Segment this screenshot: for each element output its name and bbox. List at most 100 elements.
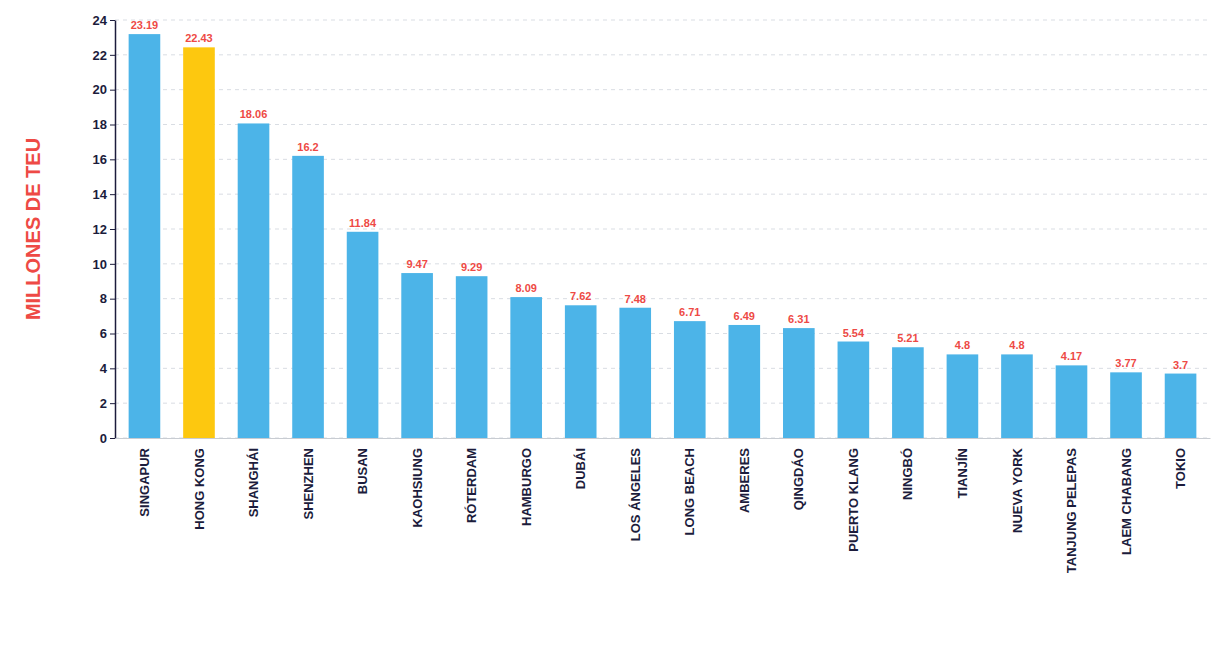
data-label: 5.21 <box>897 332 918 344</box>
x-tick-label: AMBERES <box>737 448 752 513</box>
data-label: 23.19 <box>131 19 159 31</box>
y-tick-mark <box>110 299 115 300</box>
y-tick-label: 14 <box>93 187 108 202</box>
x-axis-line <box>116 438 1211 439</box>
x-tick: SHENZHEN <box>301 438 316 520</box>
data-label: 5.54 <box>843 327 865 339</box>
data-label: 3.77 <box>1115 357 1136 369</box>
x-tick-label: HAMBURGO <box>519 448 534 526</box>
bar <box>892 347 924 438</box>
y-tick-label: 8 <box>100 291 107 306</box>
data-label: 4.8 <box>1009 339 1024 351</box>
y-tick-mark <box>110 194 115 195</box>
y-tick-mark <box>110 264 115 265</box>
data-label: 11.84 <box>349 217 377 229</box>
y-tick: 4 <box>100 361 115 376</box>
data-label: 7.48 <box>625 293 646 305</box>
grid-line <box>115 368 1210 369</box>
x-tick-label: LOS ÁNGELES <box>628 448 643 542</box>
x-tick-label: BUSAN <box>355 448 370 494</box>
grid-line <box>115 438 1210 439</box>
y-tick-mark <box>110 20 115 21</box>
bar <box>674 321 706 438</box>
y-tick-label: 12 <box>93 222 107 237</box>
y-tick-label: 4 <box>100 361 108 376</box>
y-tick: 2 <box>100 396 115 411</box>
bar <box>347 232 379 438</box>
bar <box>783 328 815 438</box>
x-tick-label: LONG BEACH <box>682 448 697 535</box>
y-tick-label: 24 <box>93 13 108 28</box>
y-tick-mark <box>110 368 115 369</box>
x-tick: NUEVA YORK <box>1010 438 1025 533</box>
bar <box>401 273 433 438</box>
grid-line <box>115 298 1210 299</box>
grid-line <box>115 20 1210 21</box>
x-tick-label: NUEVA YORK <box>1010 447 1025 533</box>
bar <box>947 354 979 438</box>
bar <box>565 305 597 438</box>
x-tick-label: SHANGHÁI <box>246 448 261 517</box>
chart: 23.1922.4318.0616.211.849.479.298.097.62… <box>0 0 1224 645</box>
y-tick: 6 <box>100 326 115 341</box>
x-tick-label: TIANJÍN <box>955 448 970 499</box>
data-label: 8.09 <box>515 282 536 294</box>
y-tick: 8 <box>100 291 115 306</box>
x-tick: HONG KONG <box>192 438 207 530</box>
y-axis: 024681012141618202224 <box>93 13 116 446</box>
data-label: 7.62 <box>570 290 591 302</box>
bar <box>456 276 488 438</box>
y-tick-label: 20 <box>93 82 107 97</box>
x-tick: TANJUNG PELEPAS <box>1064 438 1079 573</box>
y-tick: 12 <box>93 222 115 237</box>
x-tick: BUSAN <box>355 438 370 494</box>
y-tick-label: 18 <box>93 117 107 132</box>
bar <box>1165 374 1197 438</box>
x-tick: AMBERES <box>737 438 752 513</box>
x-tick: LONG BEACH <box>682 438 697 535</box>
data-label: 16.2 <box>297 141 318 153</box>
y-tick: 14 <box>93 187 115 202</box>
x-tick: HAMBURGO <box>519 438 534 526</box>
data-labels: 23.1922.4318.0616.211.849.479.298.097.62… <box>131 19 1189 370</box>
bars <box>129 34 1197 438</box>
y-tick-label: 10 <box>93 256 107 271</box>
y-tick: 16 <box>93 152 115 167</box>
data-label: 3.7 <box>1173 359 1188 371</box>
grid-line <box>115 229 1210 230</box>
bar <box>183 47 215 438</box>
x-tick-label: HONG KONG <box>192 448 207 530</box>
x-tick: RÓTERDAM <box>464 438 479 523</box>
bar <box>1001 354 1033 438</box>
y-tick: 22 <box>93 47 115 62</box>
x-axis: SINGAPURHONG KONGSHANGHÁISHENZHENBUSANKA… <box>116 438 1211 573</box>
grid-line <box>115 124 1210 125</box>
y-tick-mark <box>110 403 115 404</box>
x-tick: DUBÁI <box>573 438 588 489</box>
y-tick-mark <box>110 125 115 126</box>
bar <box>1056 365 1088 438</box>
x-tick-label: SHENZHEN <box>301 448 316 520</box>
x-tick-label: LAEM CHABANG <box>1119 448 1134 555</box>
data-label: 18.06 <box>240 108 268 120</box>
y-tick: 0 <box>100 431 115 446</box>
y-tick-mark <box>110 334 115 335</box>
grid-line <box>115 403 1210 404</box>
grid-line <box>115 159 1210 160</box>
grid <box>115 20 1210 438</box>
data-label: 9.47 <box>406 258 427 270</box>
x-tick-label: KAOHSIUNG <box>410 448 425 527</box>
bar <box>1110 372 1142 438</box>
bar <box>292 156 324 438</box>
y-tick: 18 <box>93 117 115 132</box>
x-tick: SHANGHÁI <box>246 438 261 517</box>
y-tick-label: 22 <box>93 47 107 62</box>
x-tick: QINGDÁO <box>791 438 806 510</box>
x-tick: KAOHSIUNG <box>410 438 425 527</box>
bar <box>619 308 651 438</box>
x-tick-label: PUERTO KLANG <box>846 448 861 552</box>
x-tick-label: RÓTERDAM <box>464 448 479 523</box>
grid-line <box>115 54 1210 55</box>
x-tick-label: DUBÁI <box>573 448 588 489</box>
y-tick-mark <box>110 55 115 56</box>
